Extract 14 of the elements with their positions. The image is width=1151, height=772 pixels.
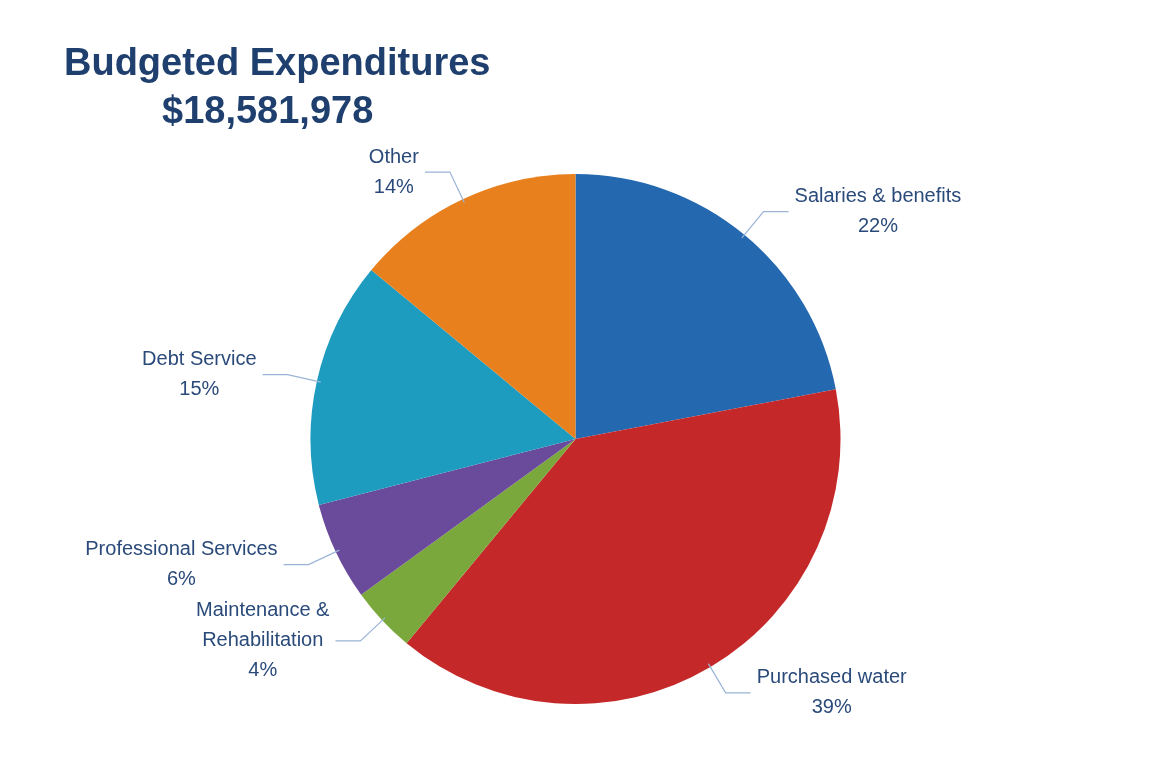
slice-label: Salaries & benefits <box>794 184 962 207</box>
slice-label: Professional Services <box>85 537 278 560</box>
data-label: 39% <box>811 695 852 718</box>
chart-subtitle: $18,581,978 <box>161 88 375 133</box>
chart-title: Budgeted Expenditures <box>64 40 492 85</box>
data-label: 22% <box>857 214 899 237</box>
data-label: 6% <box>166 567 197 590</box>
slice-label: Purchased water <box>756 665 908 688</box>
data-label: 14% <box>373 174 415 197</box>
data-label: 15% <box>179 377 220 400</box>
slice-label: Maintenance & Rehabilitation <box>196 598 331 651</box>
slice-label: Other <box>368 144 420 167</box>
data-label: 4% <box>248 658 278 681</box>
slice-label: Debt Service <box>142 347 257 370</box>
